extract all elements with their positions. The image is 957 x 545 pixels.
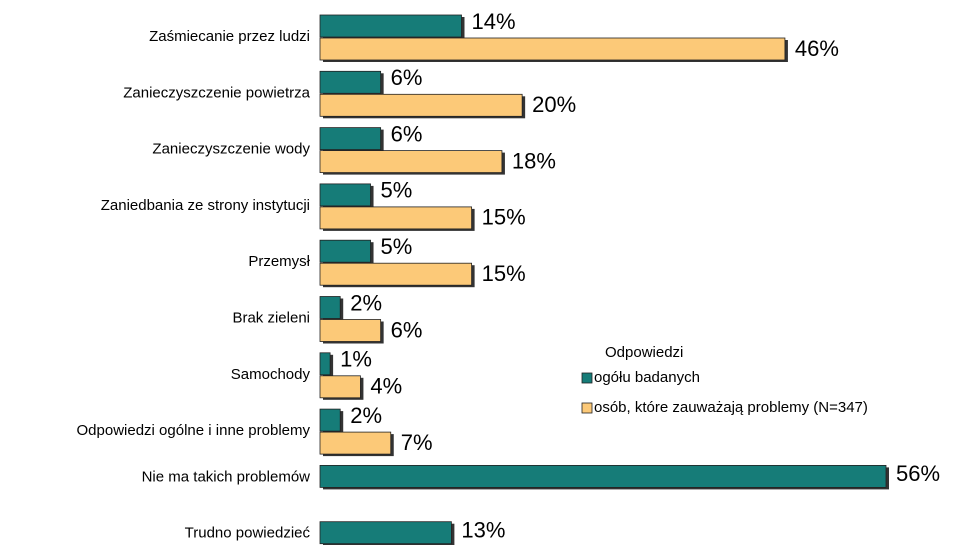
value-label: 46% — [795, 36, 839, 61]
category-label: Brak zieleni — [232, 309, 310, 326]
value-label: 2% — [350, 290, 382, 315]
value-label: 13% — [461, 518, 505, 543]
value-label: 5% — [381, 234, 413, 259]
value-label: 6% — [391, 121, 423, 146]
bar — [319, 521, 452, 545]
legend-title: Odpowiedzi — [605, 344, 683, 361]
legend-swatch — [581, 372, 593, 384]
bar — [319, 319, 382, 342]
value-label: 14% — [472, 9, 516, 34]
bar — [319, 150, 503, 174]
value-label: 7% — [401, 430, 433, 455]
bar — [319, 93, 523, 117]
value-label: 2% — [350, 403, 382, 428]
bar — [319, 14, 462, 38]
bar — [319, 70, 382, 94]
category-label: Trudno powiedzieć — [185, 525, 311, 542]
bar — [319, 239, 371, 263]
legend-label: ogółu badanych — [594, 369, 700, 386]
legend-swatch — [581, 402, 593, 414]
bar — [319, 375, 361, 399]
bar — [319, 183, 371, 207]
value-label: 4% — [370, 374, 402, 399]
category-label: Samochody — [231, 366, 311, 383]
bar — [319, 352, 331, 376]
category-label: Zaniedbania ze strony instytucji — [101, 197, 310, 214]
value-label: 18% — [512, 148, 556, 173]
value-label: 6% — [391, 317, 423, 342]
legend-label: osób, które zauważają problemy (N=347) — [594, 399, 868, 416]
category-label: Zaśmiecanie przez ludzi — [149, 28, 310, 45]
category-label: Odpowiedzi ogólne i inne problemy — [77, 422, 311, 439]
value-label: 1% — [340, 347, 372, 372]
bar — [319, 408, 341, 432]
value-label: 20% — [532, 92, 576, 117]
category-label: Nie ma takich problemów — [142, 468, 311, 485]
category-label: Przemysł — [248, 253, 310, 270]
category-label: Zanieczyszczenie powietrza — [123, 84, 310, 101]
value-label: 15% — [482, 261, 526, 286]
value-label: 56% — [896, 461, 940, 486]
value-label: 15% — [482, 205, 526, 230]
bar — [319, 296, 341, 319]
value-label: 6% — [391, 65, 423, 90]
bar — [319, 431, 392, 455]
bar — [319, 206, 473, 230]
category-label: Zanieczyszczenie wody — [152, 141, 310, 158]
bar — [319, 262, 473, 286]
bar — [319, 464, 887, 488]
bar — [319, 37, 786, 61]
value-label: 5% — [381, 178, 413, 203]
bar — [319, 127, 382, 150]
